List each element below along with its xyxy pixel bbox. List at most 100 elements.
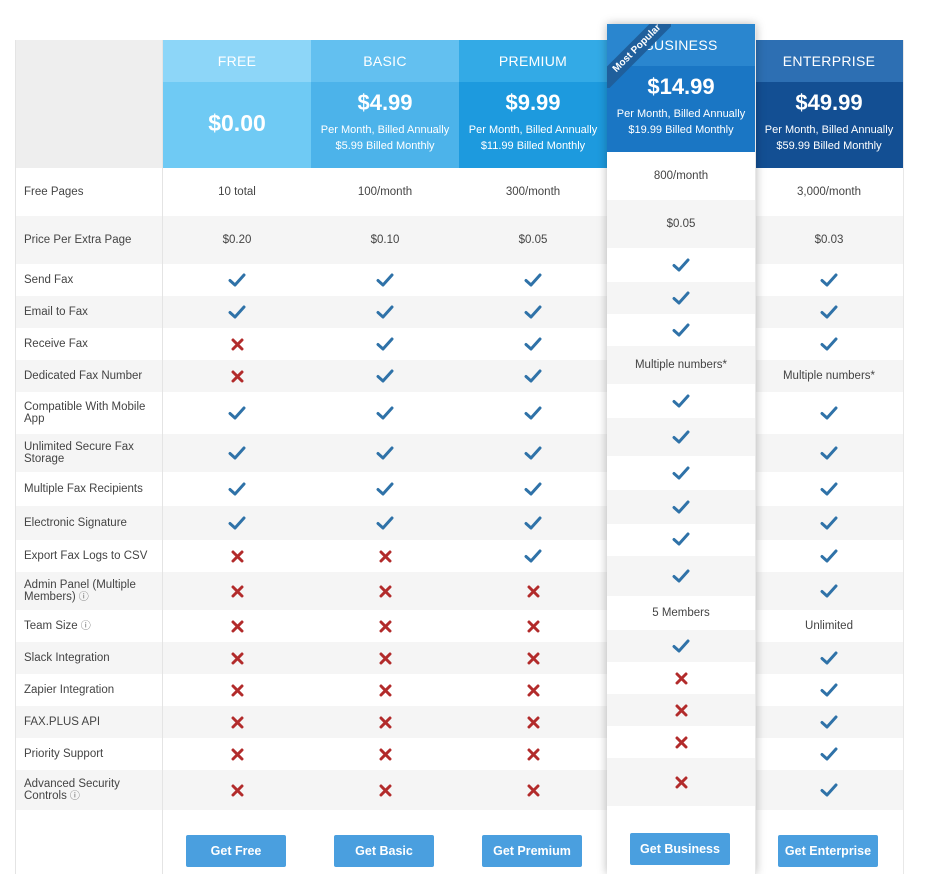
billing-note: Per Month, Billed Annually xyxy=(616,108,746,120)
feature-label: Compatible With Mobile App xyxy=(16,392,162,434)
feature-cell xyxy=(163,738,311,770)
plan-price-block: $14.99 Per Month, Billed Annually $19.99 B… xyxy=(607,66,755,152)
cross-icon xyxy=(379,620,391,632)
feature-cell xyxy=(459,506,607,540)
checkmark-icon xyxy=(672,532,690,546)
feature-cell xyxy=(755,392,903,434)
feature-cell xyxy=(755,434,903,472)
plan-price-block: $0.00 xyxy=(163,82,311,168)
feature-cell: 800/month xyxy=(607,152,755,200)
feature-cell xyxy=(163,360,311,392)
checkmark-icon xyxy=(672,500,690,514)
feature-label-text: Send Fax xyxy=(24,274,74,286)
feature-cell: 300/month xyxy=(459,168,607,216)
cross-icon xyxy=(231,784,243,796)
feature-cell xyxy=(311,392,459,434)
feature-cell xyxy=(311,506,459,540)
most-popular-ribbon: Most Popular xyxy=(607,24,671,88)
checkmark-icon xyxy=(820,482,838,496)
feature-label: Priority Support xyxy=(16,738,162,770)
feature-label: Email to Fax xyxy=(16,296,162,328)
feature-cell xyxy=(607,248,755,282)
info-icon[interactable]: ⓘ xyxy=(69,790,80,802)
plan-price: $9.99 xyxy=(505,90,561,115)
feature-cell xyxy=(163,706,311,738)
feature-cell xyxy=(755,264,903,296)
feature-label: Slack Integration xyxy=(16,642,162,674)
feature-cell xyxy=(311,264,459,296)
feature-cell xyxy=(163,540,311,572)
checkmark-icon xyxy=(524,369,542,383)
feature-cell xyxy=(755,328,903,360)
checkmark-icon xyxy=(228,406,246,420)
info-icon[interactable]: ⓘ xyxy=(80,620,91,632)
get-enterprise-button[interactable]: Get Enterprise xyxy=(778,835,878,867)
get-premium-button[interactable]: Get Premium xyxy=(482,835,582,867)
checkmark-icon xyxy=(672,291,690,305)
feature-cell: $0.20 xyxy=(163,216,311,264)
feature-cell xyxy=(163,328,311,360)
info-icon[interactable]: ⓘ xyxy=(78,591,89,603)
feature-label: FAX.PLUS API xyxy=(16,706,162,738)
feature-cell xyxy=(459,572,607,610)
cross-icon xyxy=(231,338,243,350)
feature-label-text: Team Size ⓘ xyxy=(24,619,91,632)
feature-value: Multiple numbers* xyxy=(634,359,728,371)
feature-label: Advanced Security Controls ⓘ xyxy=(16,770,162,810)
feature-label-text: Compatible With Mobile App xyxy=(24,401,146,425)
feature-cell xyxy=(607,384,755,418)
feature-cell xyxy=(163,506,311,540)
checkmark-icon xyxy=(524,273,542,287)
monthly-price-note: $11.99 Billed Monthly xyxy=(480,140,586,152)
ribbon-label: Most Popular xyxy=(607,24,671,88)
feature-cell xyxy=(459,360,607,392)
feature-cell xyxy=(163,392,311,434)
feature-cell xyxy=(459,642,607,674)
feature-cell xyxy=(755,506,903,540)
feature-cell xyxy=(459,434,607,472)
feature-cell xyxy=(459,472,607,506)
feature-labels-column: Free Pages Price Per Extra Page Send Fax Em… xyxy=(15,40,163,874)
feature-value: 800/month xyxy=(653,170,709,182)
feature-cell: 3,000/month xyxy=(755,168,903,216)
feature-cell xyxy=(459,610,607,642)
cross-icon xyxy=(527,620,539,632)
feature-cell: 5 Members xyxy=(607,596,755,630)
feature-label: Price Per Extra Page xyxy=(16,216,162,264)
feature-cell xyxy=(607,418,755,456)
checkmark-icon xyxy=(376,446,394,460)
cross-icon xyxy=(675,704,687,716)
feature-cell: $0.05 xyxy=(607,200,755,248)
feature-cell xyxy=(607,726,755,758)
feature-cell xyxy=(311,572,459,610)
feature-label-text: Multiple Fax Recipients xyxy=(24,483,143,495)
feature-value: $0.03 xyxy=(814,234,844,246)
get-basic-button[interactable]: Get Basic xyxy=(334,835,434,867)
feature-value: 10 total xyxy=(218,186,256,198)
checkmark-icon xyxy=(376,369,394,383)
feature-label-text: Zapier Integration xyxy=(24,684,115,696)
get-business-button[interactable]: Get Business xyxy=(630,833,730,865)
monthly-price-note: $5.99 Billed Monthly xyxy=(335,140,435,152)
checkmark-icon xyxy=(376,337,394,351)
checkmark-icon xyxy=(524,446,542,460)
checkmark-icon xyxy=(524,516,542,530)
plan-price: $14.99 xyxy=(647,74,715,99)
feature-label: Admin Panel (Multiple Members) ⓘ xyxy=(16,572,162,610)
feature-cell: $0.03 xyxy=(755,216,903,264)
feature-cell xyxy=(607,694,755,726)
feature-cell xyxy=(311,328,459,360)
billing-note: Per Month, Billed Annually xyxy=(320,124,450,136)
feature-cell: Multiple numbers* xyxy=(607,346,755,384)
feature-cell xyxy=(755,642,903,674)
feature-cell xyxy=(459,392,607,434)
get-free-button[interactable]: Get Free xyxy=(186,835,286,867)
feature-cell xyxy=(311,674,459,706)
feature-cell xyxy=(311,472,459,506)
feature-value: $0.20 xyxy=(222,234,252,246)
feature-cell xyxy=(607,556,755,596)
feature-cell: Multiple numbers* xyxy=(755,360,903,392)
cross-icon xyxy=(379,585,391,597)
feature-value: Multiple numbers* xyxy=(782,370,876,382)
feature-cell xyxy=(755,706,903,738)
